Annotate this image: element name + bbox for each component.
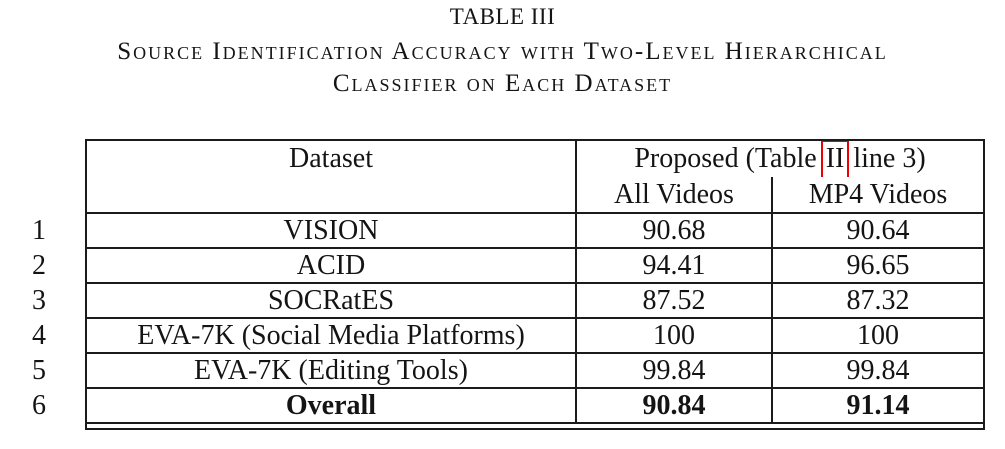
row-number-4: 4 [32,320,46,351]
row-number-1: 1 [32,215,46,246]
table-row-eva7k-editing: EVA-7K (Editing Tools) 99.84 99.84 [87,353,984,389]
table-row-overall: Overall 90.84 91.14 [87,388,984,424]
table-row-eva7k-social: EVA-7K (Social Media Platforms) 100 100 [87,318,984,354]
mp4-videos-value: 90.64 [770,213,984,249]
column-header-proposed: Proposed (Table II line 3) [576,141,983,177]
all-videos-value: 87.52 [576,283,772,319]
table-row-socrates: SOCRatES 87.52 87.32 [87,283,984,319]
row-number-5: 5 [32,355,46,386]
row-number-6: 6 [32,390,46,421]
dataset-name: EVA-7K (Social Media Platforms) [87,318,577,354]
row-number-2: 2 [32,250,46,281]
table-title: TABLE III [449,4,556,29]
mp4-videos-value: 91.14 [770,388,984,424]
all-videos-value: 90.68 [576,213,772,249]
mp4-videos-value: 87.32 [770,283,984,319]
all-videos-value: 90.84 [576,388,772,424]
dataset-name: Overall [87,388,577,424]
row-number-3: 3 [32,285,46,316]
column-header-mp4-videos: MP4 Videos [770,177,984,214]
column-header-all-videos: All Videos [576,177,772,214]
table-caption: Source Identification Accuracy with Two-… [0,36,1005,100]
dataset-name: SOCRatES [87,283,577,319]
dataset-name: ACID [87,248,577,284]
table-row-vision: VISION 90.68 90.64 [87,213,984,249]
mp4-videos-value: 99.84 [770,353,984,389]
results-table: Dataset Proposed (Table II line 3) All V… [85,139,985,430]
all-videos-value: 100 [576,318,772,354]
mp4-videos-value: 100 [770,318,984,354]
proposed-header-prefix: Proposed (Table [634,143,824,174]
mp4-videos-value: 96.65 [770,248,984,284]
column-header-dataset: Dataset [87,141,577,214]
caption-line-2: Classifier on Each Dataset [332,70,673,97]
table-row-acid: ACID 94.41 96.65 [87,248,984,284]
dataset-name: EVA-7K (Editing Tools) [87,353,577,389]
dataset-name: VISION [87,213,577,249]
proposed-header-suffix: line 3) [846,143,926,174]
table-ii-reference-link[interactable]: II [820,141,849,177]
table-ii-reference-label: II [825,143,845,174]
caption-line-1: Source Identification Accuracy with Two-… [117,38,888,65]
all-videos-value: 99.84 [576,353,772,389]
all-videos-value: 94.41 [576,248,772,284]
